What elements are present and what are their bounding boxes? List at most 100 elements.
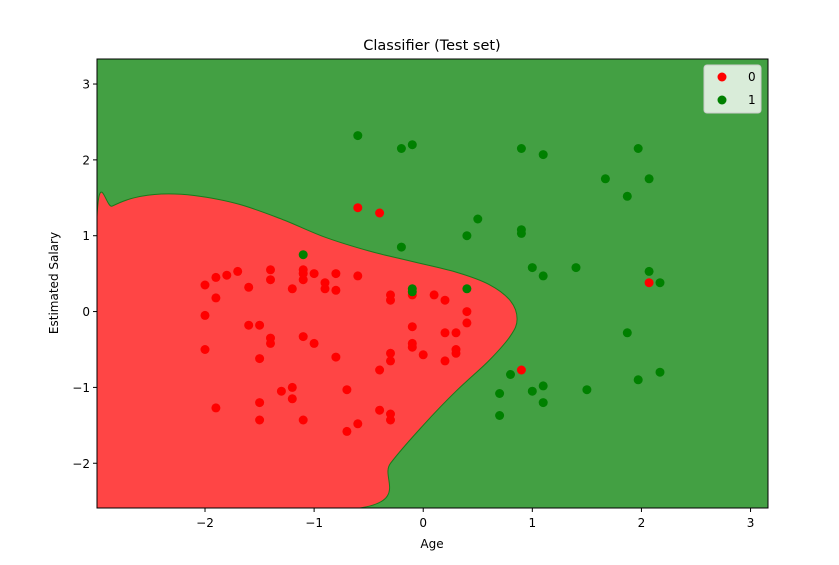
point-class-1 [655,367,665,377]
point-class-1 [516,144,526,153]
point-class-0 [451,328,461,338]
point-class-0 [255,354,265,364]
point-class-0 [440,295,450,305]
point-class-0 [309,338,319,348]
legend-marker-1 [717,95,727,105]
point-class-0 [244,282,254,292]
point-class-0 [200,280,210,290]
point-class-0 [287,394,297,404]
point-class-0 [331,269,341,279]
point-class-0 [516,365,526,375]
point-class-1 [298,250,308,260]
point-class-0 [331,352,341,362]
point-class-0 [386,415,395,425]
point-class-1 [538,398,548,408]
point-class-0 [276,386,286,396]
point-class-0 [233,266,243,276]
point-class-0 [200,310,210,320]
point-class-0 [244,320,254,330]
x-tick-label: 2 [638,516,646,530]
point-class-0 [407,342,417,352]
point-class-0 [440,328,450,338]
point-class-0 [211,403,221,413]
point-class-0 [451,348,461,358]
point-class-1 [571,263,581,273]
class-0-region [97,191,518,508]
point-class-1 [516,228,526,238]
point-class-1 [353,131,363,141]
y-tick-label: 3 [82,78,90,92]
legend-label-1: 1 [748,93,756,107]
point-class-0 [255,320,265,330]
point-class-1 [473,214,483,224]
point-class-1 [495,411,505,420]
x-tick-label: −2 [196,516,214,530]
point-class-1 [622,328,632,338]
point-class-1 [396,242,406,252]
point-class-0 [309,269,319,279]
legend: 0 1 [703,64,762,114]
x-tick-label: 1 [529,516,537,530]
x-axis-label: Age [420,537,443,551]
point-class-1 [462,284,472,294]
point-class-0 [266,275,275,285]
point-class-0 [331,285,341,295]
point-class-1 [407,140,417,150]
point-class-0 [255,415,265,425]
point-class-1 [644,174,654,184]
point-class-1 [495,389,505,398]
point-class-0 [462,307,472,317]
chart-title: Classifier (Test set) [363,38,500,54]
point-class-1 [655,278,665,288]
legend-marker-0 [717,72,727,82]
point-class-1 [644,266,654,276]
y-tick-label: 0 [82,305,90,319]
point-class-1 [462,231,472,241]
point-class-1 [622,191,632,201]
point-class-0 [266,338,275,348]
point-class-0 [211,272,221,282]
y-axis: −2 −1 0 1 2 3 [72,78,97,471]
y-tick-label: 2 [82,153,90,167]
x-tick-label: 3 [747,516,755,530]
point-class-1 [506,370,515,379]
point-class-0 [386,295,395,305]
legend-label-0: 0 [748,70,756,84]
point-class-0 [342,385,352,395]
point-class-0 [353,203,363,213]
point-class-0 [418,350,428,360]
point-class-1 [633,144,643,153]
point-class-1 [538,271,548,281]
point-class-0 [298,275,308,285]
point-class-0 [287,382,297,392]
point-class-0 [375,208,385,218]
point-class-1 [538,381,548,391]
point-class-0 [287,284,297,294]
point-class-0 [200,345,210,354]
point-class-0 [211,293,221,303]
point-class-1 [527,386,537,396]
point-class-1 [633,375,643,385]
point-class-0 [386,348,395,358]
plot-frame [96,58,769,509]
point-class-0 [407,322,417,332]
point-class-1 [396,144,406,153]
point-class-1 [407,287,417,297]
x-axis: −2 −1 0 1 2 3 [196,508,754,530]
point-class-1 [527,263,537,273]
y-axis-label: Estimated Salary [47,232,61,334]
point-class-0 [298,415,308,425]
point-class-0 [320,284,330,294]
x-tick-label: 0 [419,516,427,530]
point-class-0 [222,270,232,280]
point-class-0 [375,405,385,415]
point-class-0 [255,398,265,408]
x-tick-label: −1 [305,516,323,530]
y-tick-label: −1 [72,381,90,395]
point-class-0 [353,419,363,429]
point-class-1 [582,385,592,395]
point-class-0 [440,356,450,366]
point-class-1 [538,150,548,160]
point-class-0 [353,271,363,281]
